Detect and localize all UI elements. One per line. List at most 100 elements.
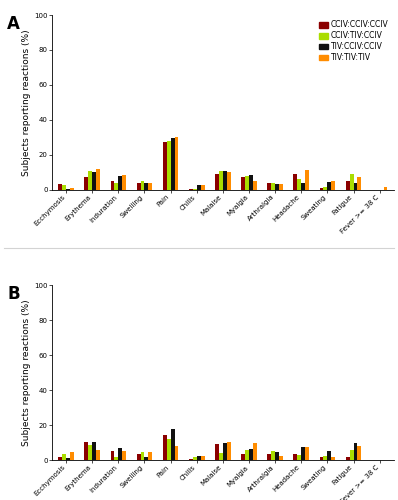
Bar	[219, 171, 223, 190]
Bar	[223, 442, 227, 460]
Bar	[189, 459, 193, 460]
Bar	[62, 185, 66, 190]
Bar	[140, 452, 144, 460]
Bar	[175, 137, 178, 190]
Bar	[253, 444, 257, 460]
Bar	[70, 452, 74, 460]
Bar	[58, 184, 62, 190]
Bar	[349, 450, 353, 460]
Bar	[193, 456, 197, 460]
Bar	[137, 454, 140, 460]
Y-axis label: Subjects reporting reactions (%): Subjects reporting reactions (%)	[22, 300, 31, 446]
Bar	[163, 434, 167, 460]
Bar	[328, 182, 331, 190]
Bar	[175, 446, 178, 460]
Bar	[249, 174, 253, 190]
Bar	[249, 448, 253, 460]
Bar	[349, 174, 353, 190]
Bar	[324, 187, 328, 190]
Bar	[62, 454, 66, 460]
Bar	[279, 456, 283, 460]
Bar	[171, 430, 175, 460]
Bar	[163, 142, 167, 190]
Legend: CCIV:CCIV:CCIV, CCIV:TIV:CCIV, TIV:CCIV:CCIV, TIV:TIV:TIV: CCIV:CCIV:CCIV, CCIV:TIV:CCIV, TIV:CCIV:…	[317, 19, 390, 64]
Bar	[193, 188, 197, 190]
Bar	[171, 138, 175, 190]
Text: A: A	[7, 15, 20, 33]
Bar	[293, 174, 297, 190]
Y-axis label: Subjects reporting reactions (%): Subjects reporting reactions (%)	[22, 29, 31, 176]
Bar	[215, 174, 219, 190]
Bar	[267, 184, 271, 190]
Bar	[111, 452, 115, 460]
Bar	[271, 184, 275, 190]
Bar	[88, 171, 92, 190]
Bar	[92, 442, 96, 460]
Bar	[353, 444, 357, 460]
Bar	[84, 178, 88, 190]
Bar	[275, 452, 279, 460]
Bar	[357, 446, 361, 460]
Bar	[111, 181, 115, 190]
Bar	[122, 452, 126, 460]
Bar	[137, 184, 140, 190]
Bar	[241, 454, 245, 460]
Bar	[324, 456, 328, 460]
Bar	[88, 445, 92, 460]
Bar	[253, 181, 257, 190]
Bar	[267, 454, 271, 460]
Bar	[122, 174, 126, 190]
Bar	[167, 439, 171, 460]
Bar	[201, 456, 205, 460]
Bar	[215, 444, 219, 460]
Bar	[245, 176, 249, 190]
Bar	[115, 458, 118, 460]
Bar	[331, 181, 335, 190]
Bar	[227, 172, 231, 190]
Bar	[293, 454, 297, 460]
Bar	[223, 171, 227, 190]
Bar	[245, 450, 249, 460]
Bar	[305, 170, 309, 190]
Bar	[301, 182, 305, 190]
Bar	[140, 181, 144, 190]
Bar	[227, 442, 231, 460]
Bar	[167, 140, 171, 190]
Bar	[115, 182, 118, 190]
Bar	[219, 453, 223, 460]
Bar	[70, 188, 74, 190]
Bar	[279, 184, 283, 190]
Bar	[297, 179, 301, 190]
Bar	[275, 184, 279, 190]
Bar	[66, 188, 70, 190]
Bar	[320, 188, 324, 190]
Bar	[357, 178, 361, 190]
Bar	[144, 458, 148, 460]
Bar	[96, 450, 100, 460]
Bar	[118, 176, 122, 190]
Bar	[241, 178, 245, 190]
Bar	[96, 168, 100, 190]
Bar	[118, 448, 122, 460]
Bar	[197, 185, 201, 190]
Bar	[66, 458, 70, 460]
Bar	[144, 182, 148, 190]
Bar	[58, 458, 62, 460]
Bar	[297, 455, 301, 460]
Bar	[353, 184, 357, 190]
Bar	[92, 172, 96, 190]
Bar	[148, 182, 152, 190]
Bar	[331, 456, 335, 460]
Bar	[148, 452, 152, 460]
Bar	[346, 181, 349, 190]
Bar	[84, 442, 88, 460]
Bar	[201, 185, 205, 190]
Bar	[301, 447, 305, 460]
Bar	[328, 452, 331, 460]
Bar	[346, 458, 349, 460]
Text: B: B	[7, 286, 20, 304]
Bar	[197, 456, 201, 460]
Bar	[384, 187, 388, 190]
Bar	[320, 456, 324, 460]
Bar	[305, 447, 309, 460]
